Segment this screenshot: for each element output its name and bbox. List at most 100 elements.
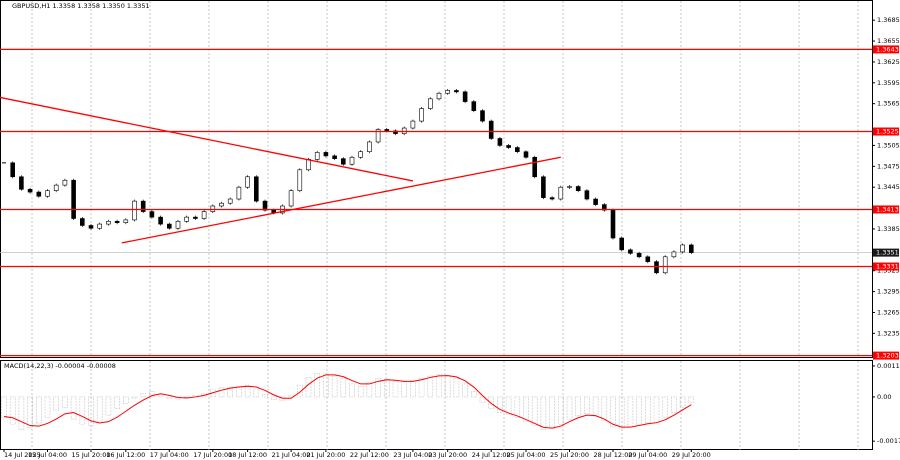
macd-bar [296,384,303,398]
y-tick-label: 1.3235 [877,329,900,337]
y-tick-label: 1.3295 [877,288,900,296]
candle [523,151,529,158]
macd-bar [575,396,582,416]
macd-bar [79,396,86,425]
macd-bar [218,387,225,398]
candle [149,211,155,218]
candle [593,198,598,205]
current-price-box [873,248,899,257]
level-box [873,127,899,136]
candle [628,249,633,254]
candle [636,253,642,258]
macd-bar [340,378,347,398]
macd-bar [314,373,321,398]
candle [549,197,555,200]
x-tick-label: 21 Jul 20:00 [306,451,345,459]
macd-bar [114,396,120,409]
candle [514,147,520,153]
macd-bar [44,396,51,419]
candle [610,209,616,239]
candle [532,156,538,178]
macd-panel-frame [0,360,873,450]
macd-bar [644,396,651,424]
candle [227,198,233,204]
price-panel-frame [0,0,873,358]
macd-bar [210,388,216,398]
x-tick-label: 23 Jul 04:00 [393,451,432,459]
macd-bar [653,396,660,423]
candle [219,202,224,207]
candle [306,159,311,171]
candle [480,110,485,122]
candle [601,204,607,211]
y-tick-label: 1.3685 [877,16,900,24]
macd-bar [444,375,451,398]
candle [349,156,355,165]
candle [97,223,102,229]
x-tick-label: 15 Jul 04:00 [28,451,67,459]
macd-bar [401,381,408,398]
candle [132,200,137,221]
candle [53,184,59,191]
candle [558,186,564,200]
macd-bar [253,388,260,398]
candle [140,200,146,212]
macd-bar [383,378,390,398]
macd-bar [688,396,695,403]
candle [19,176,24,190]
candle [662,256,668,274]
candle [45,190,50,197]
macd-bar [96,396,103,422]
macd-bar [244,384,251,398]
candle [567,186,572,188]
y-tick-label: 1.3325 [877,267,900,275]
macd-bar [9,396,16,425]
macd-bar [357,386,364,398]
macd-bar [123,396,129,404]
candle [688,244,694,253]
macd-bar [270,396,277,400]
macd-bar [662,396,669,419]
macd-bar [514,396,521,419]
macd-y-tick-label: 0.00119 [877,362,900,370]
candle [401,127,407,134]
candle [71,179,76,219]
candle [323,152,329,157]
macd-bar [531,396,538,426]
candle [158,216,163,225]
x-tick-label: 25 Jul 20:00 [550,451,589,459]
x-tick-label: 14 Jul 2025 [4,451,41,459]
macd-bar [201,393,207,398]
level-box [873,45,899,54]
level-label: 1.3331 [876,263,899,271]
candle [375,129,381,143]
macd-bar [35,396,42,424]
candle [645,256,651,262]
macd-bar [627,396,634,428]
trendline [0,96,414,182]
x-tick-label: 16 Jul 12:00 [106,451,145,459]
candle [384,129,390,132]
candle [575,186,581,191]
candle [427,98,433,109]
candle [393,130,398,134]
macd-bar [88,396,94,426]
level-box [873,262,899,271]
candle [297,169,303,191]
y-tick-label: 1.3565 [877,100,900,108]
macd-bar [262,394,268,398]
candle [340,158,346,165]
candle [175,220,181,229]
macd-bar [392,381,399,398]
x-tick-label: 25 Jul 04:00 [507,451,546,459]
macd-bar [453,378,460,398]
y-tick-label: 1.3505 [877,141,900,149]
trendline [121,156,561,244]
macd-bar [610,396,616,428]
candle [114,220,120,223]
candle [27,188,33,193]
candle [10,162,15,178]
candle [167,223,172,229]
